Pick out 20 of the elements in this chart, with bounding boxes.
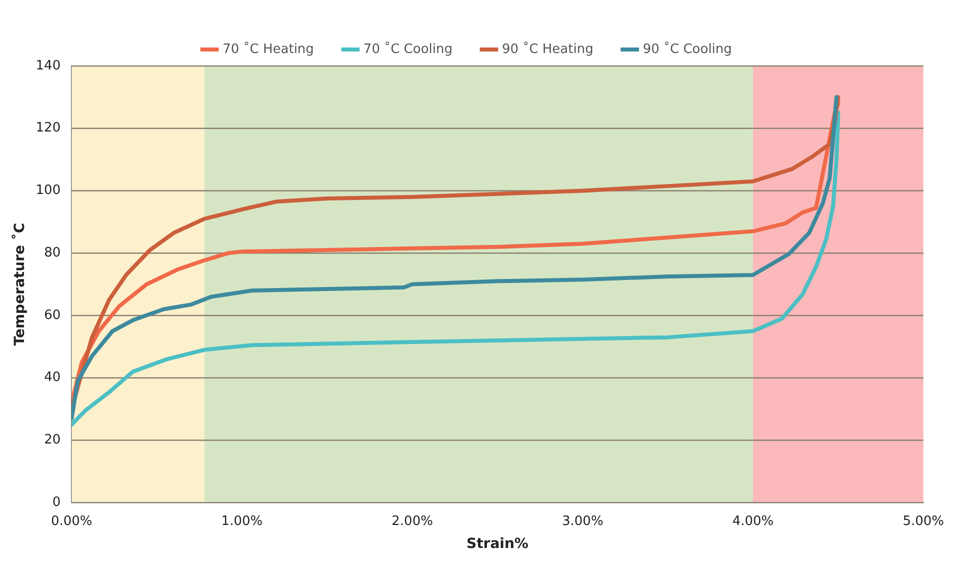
x-tick-label: 1.00% <box>221 514 263 529</box>
y-tick-label: 60 <box>44 308 61 323</box>
legend-label: 90 ˚C Heating <box>502 40 594 57</box>
x-tick-label: 3.00% <box>562 514 604 529</box>
x-tick-label: 0.00% <box>50 514 92 529</box>
legend-label: 90 ˚C Cooling <box>642 40 732 57</box>
x-axis-title: Strain% <box>466 536 528 552</box>
y-tick-label: 100 <box>36 183 61 198</box>
y-axis-title: Temperature ˚C <box>11 222 28 346</box>
y-tick-label: 0 <box>52 494 61 510</box>
y-tick-label: 120 <box>36 120 61 136</box>
x-tick-label: 2.00% <box>392 514 433 529</box>
legend-label: 70 ˚C Heating <box>222 40 314 57</box>
y-tick-label: 20 <box>44 432 61 448</box>
legend-label: 70 ˚C Cooling <box>363 40 453 57</box>
y-tick-label: 80 <box>44 245 61 260</box>
y-tick-label: 140 <box>36 58 61 74</box>
x-tick-label: 4.00% <box>732 514 774 529</box>
y-tick-label: 40 <box>44 370 61 386</box>
x-tick-label: 5.00% <box>902 514 944 529</box>
